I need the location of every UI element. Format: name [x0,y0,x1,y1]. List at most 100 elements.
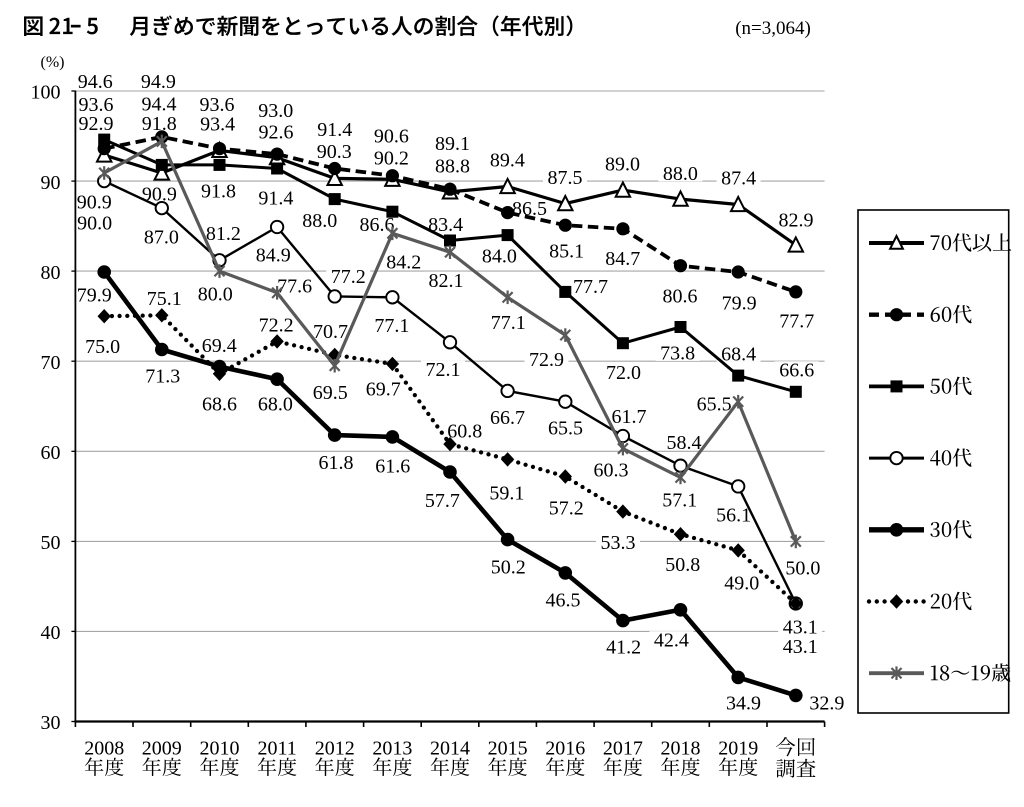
svg-text:72.1: 72.1 [426,359,461,381]
svg-text:92.9: 92.9 [79,113,114,135]
svg-text:2013: 2013 [372,738,412,760]
svg-text:79.9: 79.9 [722,292,757,314]
svg-text:34.9: 34.9 [726,693,761,715]
svg-text:94.9: 94.9 [141,71,176,93]
svg-text:87.4: 87.4 [721,168,756,190]
svg-text:68.4: 68.4 [721,344,756,366]
svg-text:80.0: 80.0 [198,283,233,305]
svg-text:90.0: 90.0 [77,212,112,234]
svg-text:40: 40 [41,622,61,644]
svg-text:77.2: 77.2 [331,266,366,288]
svg-text:2010: 2010 [200,738,240,760]
svg-text:53.3: 53.3 [601,532,636,554]
svg-text:91.4: 91.4 [317,119,352,141]
svg-text:93.6: 93.6 [79,94,114,116]
svg-text:90.6: 90.6 [374,126,409,148]
svg-text:70.7: 70.7 [313,321,348,343]
svg-text:71.3: 71.3 [145,365,180,387]
svg-text:60.8: 60.8 [447,420,482,442]
svg-text:77.7: 77.7 [779,310,814,332]
svg-text:88.0: 88.0 [302,210,337,232]
svg-text:46.5: 46.5 [546,589,581,611]
svg-text:32.9: 32.9 [809,693,844,715]
svg-text:42.4: 42.4 [654,629,689,651]
svg-text:82.1: 82.1 [429,270,464,292]
svg-text:58.4: 58.4 [667,432,702,454]
svg-text:41.2: 41.2 [606,637,641,659]
svg-text:84.7: 84.7 [605,248,640,270]
svg-text:75.0: 75.0 [85,336,120,358]
svg-text:89.1: 89.1 [435,133,470,155]
svg-text:2019: 2019 [718,738,758,760]
svg-text:66.7: 66.7 [490,407,525,429]
svg-text:69.5: 69.5 [313,382,348,404]
svg-text:66.6: 66.6 [779,360,814,382]
svg-text:(n=3,064): (n=3,064) [735,18,811,39]
svg-text:88.0: 88.0 [663,163,698,185]
svg-text:80.6: 80.6 [663,285,698,307]
svg-text:2018: 2018 [661,738,701,760]
svg-text:61.7: 61.7 [612,406,647,428]
svg-text:70: 70 [41,352,61,374]
svg-text:84.2: 84.2 [386,251,421,273]
svg-text:86.6: 86.6 [360,214,395,236]
svg-text:91.8: 91.8 [142,113,177,135]
svg-text:93.6: 93.6 [200,94,235,116]
svg-text:43.1: 43.1 [783,636,818,658]
svg-text:85.1: 85.1 [549,240,584,262]
svg-text:91.8: 91.8 [201,181,236,203]
svg-text:72.0: 72.0 [606,362,641,384]
svg-text:87.0: 87.0 [144,226,179,248]
svg-text:2014: 2014 [430,738,470,760]
svg-text:72.9: 72.9 [529,349,564,371]
svg-text:75.1: 75.1 [147,288,182,310]
svg-text:77.7: 77.7 [573,276,608,298]
svg-text:82.9: 82.9 [779,209,814,231]
svg-text:92.6: 92.6 [259,121,294,143]
svg-text:43.1: 43.1 [783,616,818,638]
svg-text:90.2: 90.2 [374,147,409,169]
svg-text:90.9: 90.9 [142,184,177,206]
svg-text:65.5: 65.5 [697,394,732,416]
svg-text:68.0: 68.0 [258,393,293,415]
svg-text:50.0: 50.0 [785,557,820,579]
svg-text:2012: 2012 [315,738,355,760]
svg-text:2011: 2011 [257,738,296,760]
svg-text:77.1: 77.1 [374,315,409,337]
svg-text:93.4: 93.4 [200,114,235,136]
svg-text:77.6: 77.6 [277,275,312,297]
svg-text:56.1: 56.1 [716,505,751,527]
svg-text:72.2: 72.2 [259,314,294,336]
svg-text:80: 80 [41,262,61,284]
svg-text:81.2: 81.2 [206,223,241,245]
svg-text:50.8: 50.8 [665,554,700,576]
svg-text:65.5: 65.5 [548,418,583,440]
svg-text:50.2: 50.2 [491,556,526,578]
svg-text:68.6: 68.6 [202,393,237,415]
svg-text:79.9: 79.9 [77,285,112,307]
svg-text:87.5: 87.5 [548,167,583,189]
svg-text:73.8: 73.8 [660,343,695,365]
svg-text:2015: 2015 [488,738,528,760]
svg-text:30: 30 [41,712,61,734]
svg-text:90: 90 [41,172,61,194]
svg-text:57.2: 57.2 [549,497,584,519]
svg-text:86.5: 86.5 [512,198,547,220]
svg-text:84.0: 84.0 [482,246,517,268]
svg-text:89.4: 89.4 [490,150,525,172]
svg-text:60.3: 60.3 [594,459,629,481]
svg-text:57.1: 57.1 [662,489,697,511]
svg-text:84.9: 84.9 [256,245,291,267]
svg-text:90.9: 90.9 [77,191,112,213]
svg-text:100: 100 [31,82,61,104]
svg-text:2009: 2009 [142,738,182,760]
svg-text:61.6: 61.6 [375,456,410,478]
svg-text:59.1: 59.1 [489,482,524,504]
svg-text:2008: 2008 [84,738,124,760]
svg-text:(%): (%) [41,54,65,71]
svg-text:61.8: 61.8 [319,452,354,474]
svg-text:60: 60 [41,442,61,464]
svg-text:2016: 2016 [545,738,585,760]
svg-text:49.0: 49.0 [724,572,759,594]
svg-text:69.4: 69.4 [202,335,237,357]
